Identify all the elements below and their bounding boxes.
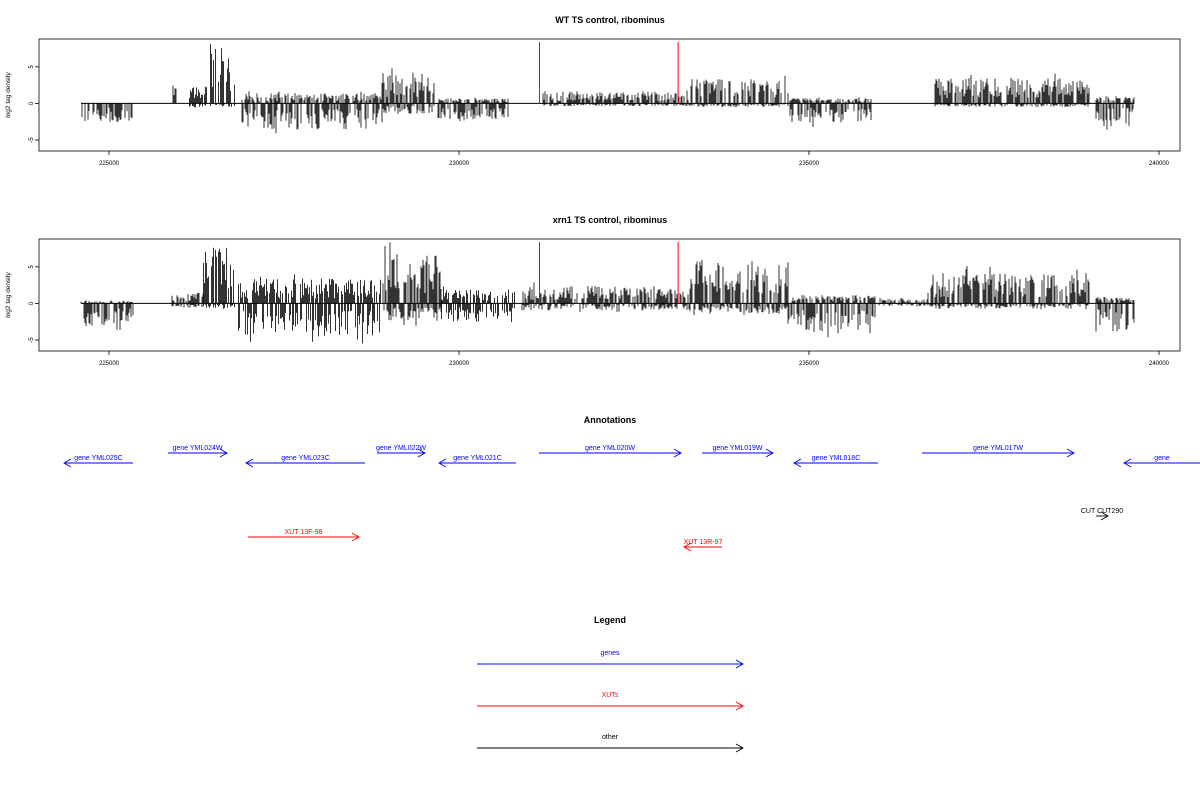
annotation-feature: gene YML024W: [168, 445, 228, 458]
feature-arrow-head: [683, 542, 692, 552]
legend-label: other: [602, 734, 619, 741]
feature-arrow-head: [245, 458, 254, 468]
annotation-feature: gene YML025C: [63, 455, 133, 468]
x-tick-label: 240000: [1149, 161, 1170, 167]
annotation-feature: XUT 13R-97: [683, 539, 723, 552]
feature-arrow-head: [219, 448, 228, 458]
wt-track-panel: WT TS control, ribominus log2 tag densit…: [5, 15, 1181, 167]
x-tick-label: 230000: [449, 161, 470, 167]
xrn1-region-markers: [539, 242, 679, 304]
y-tick-label: 5: [29, 264, 35, 268]
annotation-feature: gene YML017W: [922, 445, 1075, 458]
annotations-title: Annotations: [584, 415, 637, 425]
feature-label: gene YML019W: [712, 445, 762, 452]
legend-arrow-head: [735, 743, 744, 753]
legend-label: genes: [600, 650, 620, 657]
annotation-feature: gene YML023C: [245, 455, 365, 468]
feature-arrow-head: [1066, 448, 1075, 458]
wt-region-markers: [539, 42, 679, 104]
feature-arrow-head: [1123, 458, 1132, 468]
feature-arrow-head: [673, 448, 682, 458]
legend-arrow-head: [735, 701, 744, 711]
feature-arrow-head: [417, 448, 426, 458]
feature-arrow-head: [1100, 511, 1109, 521]
annotation-feature: gene YML020W: [539, 445, 682, 458]
xrn1-x-axis: 225000 230000 235000 240000: [99, 351, 1170, 367]
feature-arrow-head: [351, 532, 360, 542]
wt-plot-frame: [38, 38, 1181, 152]
feature-label: gene YML017W: [973, 445, 1023, 452]
xrn1-track-panel: xrn1 TS control, ribominus log2 tag dens…: [5, 215, 1181, 367]
wt-y-axis-label: log2 tag density: [5, 71, 12, 117]
annotation-feature: XUT 13F-98: [248, 529, 360, 542]
xrn1-signal-bars: [80, 242, 1135, 344]
feature-label: gene YML018C: [812, 455, 861, 462]
legend-title: Legend: [594, 615, 626, 625]
feature-label: gene YML024W: [172, 445, 222, 452]
annotation-feature: CUT CUT290: [1081, 508, 1123, 521]
legend-item: other: [477, 734, 744, 753]
x-tick-label: 225000: [99, 361, 120, 367]
xrn1-y-axis-label: log2 tag density: [5, 271, 12, 317]
annotation-feature: gene YML021C: [438, 455, 516, 468]
feature-arrow-head: [793, 458, 802, 468]
feature-label: XUT 13R-97: [684, 539, 723, 546]
wt-y-axis: -5 0 5: [29, 64, 39, 143]
legend: genes XUTs other: [477, 650, 744, 753]
feature-label: XUT 13F-98: [285, 529, 323, 536]
xrn1-plot-frame: [38, 238, 1181, 352]
legend-item: XUTs: [477, 692, 744, 711]
y-tick-label: 5: [29, 64, 35, 68]
annotation-feature: gene: [1123, 455, 1200, 468]
x-tick-label: 240000: [1149, 361, 1170, 367]
y-tick-label: 0: [29, 301, 35, 305]
feature-label: gene YML022W: [376, 445, 426, 452]
feature-label: gene YML021C: [453, 455, 502, 462]
x-tick-label: 235000: [799, 361, 820, 367]
feature-label: CUT CUT290: [1081, 508, 1123, 515]
feature-arrow-head: [438, 458, 447, 468]
annotation-feature: gene YML019W: [702, 445, 774, 458]
xrn1-y-axis: -5 0 5: [29, 264, 39, 343]
wt-x-axis: 225000 230000 235000 240000: [99, 151, 1170, 167]
feature-arrow-head: [63, 458, 72, 468]
feature-label: gene YML023C: [281, 455, 330, 462]
xrn1-track-title: xrn1 TS control, ribominus: [553, 215, 668, 225]
feature-label: gene YML020W: [585, 445, 635, 452]
x-tick-label: 230000: [449, 361, 470, 367]
legend-label: XUTs: [602, 692, 619, 699]
x-tick-label: 225000: [99, 161, 120, 167]
y-tick-label: 0: [29, 101, 35, 105]
feature-label: gene YML025C: [74, 455, 123, 462]
annotation-feature: gene YML022W: [376, 445, 426, 458]
feature-arrow-head: [765, 448, 774, 458]
wt-signal-bars: [81, 44, 1135, 134]
annotation-feature: gene YML018C: [793, 455, 878, 468]
legend-arrow-head: [735, 659, 744, 669]
annotation-features: gene YML025C gene YML024W gene YML023C gene…: [63, 445, 1200, 552]
feature-label: gene: [1154, 455, 1170, 462]
x-tick-label: 235000: [799, 161, 820, 167]
signal-bars-path: [80, 242, 1135, 344]
y-tick-label: -5: [29, 337, 35, 343]
signal-bars-path: [81, 44, 1135, 134]
legend-item: genes: [477, 650, 744, 669]
y-tick-label: -5: [29, 137, 35, 143]
wt-track-title: WT TS control, ribominus: [555, 15, 665, 25]
